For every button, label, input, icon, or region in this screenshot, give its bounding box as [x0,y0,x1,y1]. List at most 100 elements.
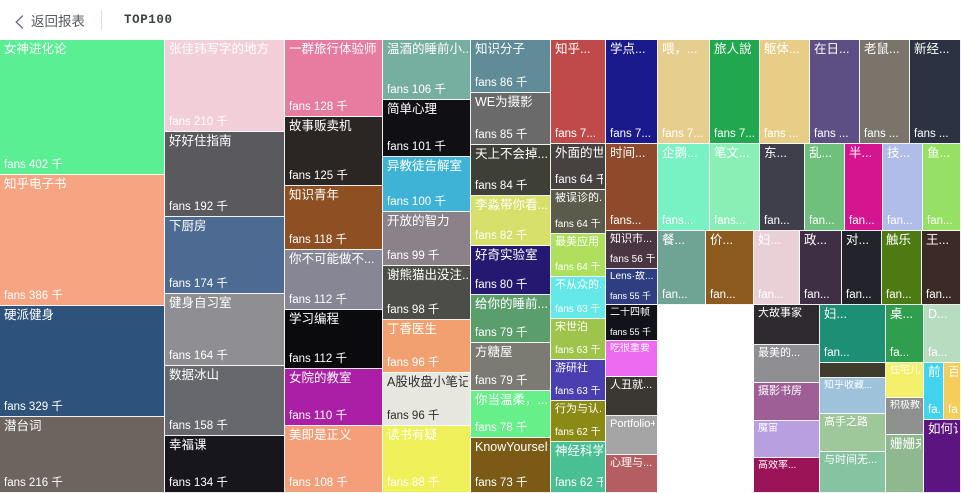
treemap-tile[interactable]: D... fa... [924,305,961,363]
treemap-tile[interactable]: 最美的... [754,345,820,383]
treemap-tile[interactable]: 魔宙 [754,421,820,458]
treemap-tile[interactable]: 最美应用 ... fans 64 千 [551,234,606,277]
treemap-tile[interactable]: 喂，... fans 7... [658,40,710,144]
treemap-tile-label: 天上不会掉... [475,147,548,161]
treemap-tile[interactable]: 知识青年 fans 118 千 [285,186,383,250]
treemap-tile[interactable]: 潜台词 fans 216 千 [0,417,165,493]
treemap-tile[interactable]: 百... fa... [944,363,961,420]
treemap-tile[interactable]: 知识分子 fans 86 千 [471,40,551,93]
treemap-tile[interactable]: 给你的睡前... fans 79 千 [471,295,551,343]
treemap-tile[interactable]: 游研社 fans 63 千 [551,360,606,401]
treemap-tile[interactable]: 女院的教室 fans 110 千 [285,369,383,426]
treemap-tile[interactable]: 一群旅行体验师 fans 128 千 [285,40,383,117]
treemap-tile[interactable]: 你当温柔，... fans 78 千 [471,391,551,438]
treemap-tile[interactable]: 时间... fans... [606,144,658,231]
treemap-tile[interactable]: 东... fan... [760,144,805,231]
treemap-tile[interactable]: 摄影书房 [754,383,820,421]
treemap-tile[interactable]: 李淼带你看... fans 82 千 [471,196,551,246]
treemap-tile[interactable]: 旅人說 fans 7... [710,40,760,144]
treemap-tile[interactable]: 触乐 fan... [882,231,922,305]
treemap-tile[interactable]: 学习编程 fans 112 千 [285,310,383,369]
treemap-tile[interactable]: Lens·故... fans 55 千 [606,269,658,305]
treemap-tile[interactable]: 女神进化论 fans 402 千 [0,40,165,175]
treemap-tile[interactable]: 在日... fans ... [810,40,860,144]
treemap-tile[interactable]: 你不可能做不... fans 112 千 [285,250,383,310]
treemap-tile[interactable]: 人丑就... [606,377,658,416]
treemap-tile[interactable]: 笔文... fans... [710,144,760,231]
treemap-tile[interactable]: 技... fan... [883,144,923,231]
treemap-tile[interactable]: 温酒的睡前小... fans 106 千 [383,40,471,100]
treemap-tile[interactable]: 高手之路 [820,414,886,452]
treemap-tile[interactable]: 如何认... [924,420,961,493]
treemap-tile[interactable]: 外面的世界 fans 64 千 [551,144,606,190]
treemap-tile[interactable]: A股收盘小笔记 fans 96 千 [383,373,471,426]
treemap-tile[interactable]: 宋世泊 fans 63 千 [551,319,606,360]
treemap-tile[interactable]: WE为摄影 fans 85 千 [471,93,551,145]
treemap-tile[interactable]: 桌... fa... [886,305,924,363]
treemap-tile[interactable]: 天上不会掉... fans 84 千 [471,145,551,196]
treemap-tile-value: fans 63 千 [555,386,601,397]
treemap-tile-label: 你当温柔，... [475,393,548,407]
treemap-tile-value: fans... [714,215,746,227]
treemap-tile[interactable]: 价... fan... [706,231,754,305]
treemap-tile[interactable]: 张佳玮写字的地方 fans 210 千 [165,40,285,132]
treemap-tile[interactable]: 美即是正义 fans 108 千 [285,426,383,493]
treemap-tile[interactable]: 老鼠... fans ... [860,40,910,144]
treemap-tile[interactable]: 高效率... [754,458,820,493]
back-to-report-button[interactable]: 返回报表 [0,0,101,40]
treemap-tile[interactable]: 下厨房 fans 174 千 [165,217,285,294]
treemap-tile[interactable]: 企鹅... fans... [658,144,710,231]
treemap-tile[interactable]: 知乎电子书 fans 386 千 [0,175,165,306]
treemap-tile[interactable]: 幸福课 fans 134 千 [165,436,285,493]
treemap-tile-value: fans 79 千 [475,375,528,387]
treemap-tile[interactable]: 王... fan... [922,231,961,305]
treemap-tile[interactable]: 读书有疑 fans 88 千 [383,426,471,493]
treemap-tile[interactable]: 与时间无... [820,452,886,493]
treemap-tile-value: fans 55 千 [610,327,652,337]
treemap-tile[interactable]: 吃很重要 [606,341,658,377]
treemap-tile[interactable]: 知识市... fans 56 千 [606,231,658,269]
treemap-tile[interactable]: 学点... fans 7... [606,40,658,144]
treemap-tile[interactable]: 知乎... fans 7... [551,40,606,144]
treemap-tile[interactable]: 鱼... fan... [923,144,961,231]
treemap-tile[interactable]: 姗姗来迟 [886,435,924,493]
treemap-tile[interactable]: 异教徒告解室 fans 100 千 [383,157,471,212]
treemap-tile[interactable]: 心理与... [606,455,658,493]
treemap-tile[interactable]: 丁香医生 fans 96 千 [383,320,471,373]
treemap-tile[interactable]: 方糖屋 fans 79 千 [471,343,551,391]
treemap-tile[interactable]: 二十四帧 fans 55 千 [606,305,658,341]
treemap-tile[interactable]: 妇... fan... [820,305,886,363]
treemap-tile[interactable]: 对... fan... [842,231,882,305]
treemap-tile[interactable]: 乱... fan... [805,144,845,231]
treemap-tile[interactable]: 行为与认... fans 62 千 [551,401,606,442]
treemap-tile-label: 对... [846,233,869,247]
treemap-tile-label: 给你的睡前... [475,297,548,311]
treemap-tile[interactable]: 新经... fans ... [910,40,961,144]
treemap-tile[interactable]: KnowYourself fans 73 千 [471,438,551,493]
treemap-tile[interactable]: 简单心理 fans 101 千 [383,100,471,157]
treemap-tile[interactable]: 知乎收藏... [820,378,886,414]
treemap-tile[interactable]: 餐... fan... [658,231,706,305]
treemap-tile[interactable]: 住宅儿 [886,363,924,398]
treemap-tile-label: 东... [764,146,787,160]
treemap-tile-label: 前... [928,365,941,379]
treemap-tile[interactable]: Portfolio+ [606,416,658,455]
treemap-tile[interactable]: 谢熊猫出没注... fans 98 千 [383,266,471,320]
treemap-tile[interactable]: 好好住指南 fans 192 千 [165,132,285,217]
treemap-tile[interactable]: 半... fan... [845,144,883,231]
treemap-tile[interactable]: 妇... fan... [754,231,800,305]
treemap-tile[interactable]: 好奇实验室 fans 80 千 [471,246,551,295]
treemap-tile[interactable]: 故事贩卖机 fans 125 千 [285,117,383,186]
treemap-tile[interactable]: 积极教养 [886,398,924,435]
treemap-tile[interactable]: 大故事家 [754,305,820,345]
treemap-tile[interactable]: 政... fan... [800,231,842,305]
treemap-tile[interactable]: 数据冰山 fans 158 千 [165,366,285,436]
treemap-tile[interactable]: 不从众的... fans 63 千 [551,277,606,319]
treemap-tile[interactable]: 硬派健身 fans 329 千 [0,306,165,417]
treemap-tile[interactable]: 开放的智力 fans 99 千 [383,212,471,266]
treemap-tile[interactable]: 前... fa... [924,363,944,420]
treemap-tile[interactable]: 健身自习室 fans 164 千 [165,294,285,366]
treemap-tile[interactable]: 被误诊的... fans 64 千 [551,190,606,234]
treemap-tile[interactable]: 神经科学 fans 62 千 [551,442,606,493]
treemap-tile[interactable]: 躯体... fans ... [760,40,810,144]
